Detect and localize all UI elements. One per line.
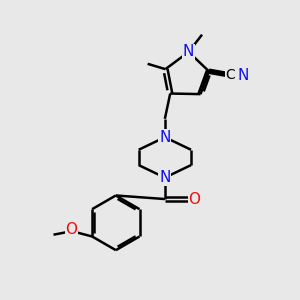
Text: C: C bbox=[225, 68, 235, 82]
Text: N: N bbox=[183, 44, 194, 59]
Text: N: N bbox=[159, 170, 170, 185]
Text: O: O bbox=[189, 191, 201, 206]
Text: O: O bbox=[65, 223, 77, 238]
Text: N: N bbox=[159, 130, 170, 145]
Text: N: N bbox=[238, 68, 249, 83]
